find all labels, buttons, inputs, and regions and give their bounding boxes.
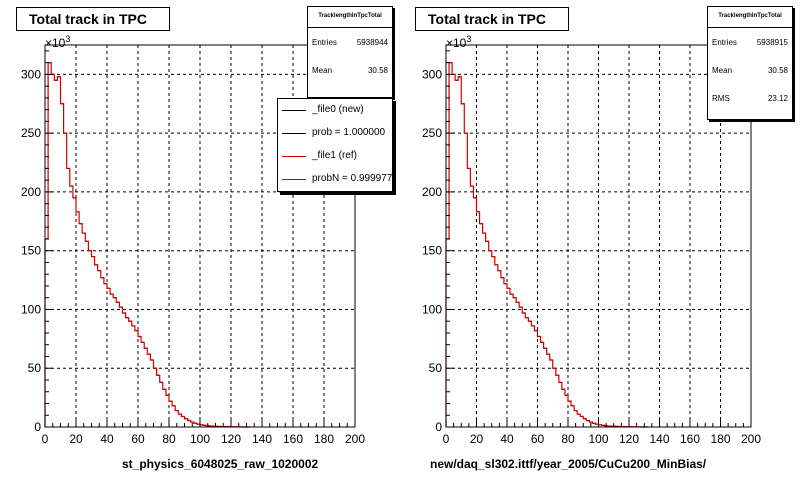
left-chart-title: Total track in TPC xyxy=(16,7,170,31)
right-stats-rms-value: 23.12 xyxy=(767,93,788,103)
legend-label-probn: probN = 0.999977 xyxy=(312,173,393,184)
legend-swatch-prob xyxy=(282,133,306,134)
right-y-exponent-power: 3 xyxy=(466,34,472,44)
right-x-caption: new/daq_sl302.ittf/year_2005/CuCu200_Min… xyxy=(430,457,707,471)
x-tick-label: 0 xyxy=(42,432,49,446)
left-stats-entries-value: 5938944 xyxy=(356,37,388,47)
left-stats-entries-row: Entries 5938944 xyxy=(308,28,392,56)
x-tick-label: 20 xyxy=(470,432,484,446)
y-tick-label: 200 xyxy=(422,185,442,199)
right-y-exponent: ×103 xyxy=(446,34,471,50)
legend-swatch-file0 xyxy=(282,110,306,111)
x-tick-label: 160 xyxy=(283,432,303,446)
x-tick-label: 120 xyxy=(619,432,639,446)
legend-entry-probn: probN = 0.999977 xyxy=(278,168,392,191)
right-chart-title: Total track in TPC xyxy=(415,7,569,31)
left-stats-mean-label: Mean xyxy=(312,65,333,75)
right-stats-mean-label: Mean xyxy=(712,65,733,75)
x-tick-label: 140 xyxy=(252,432,272,446)
left-stats-entries-label: Entries xyxy=(312,37,337,47)
right-stats-entries-row: Entries 5938915 xyxy=(708,28,792,56)
y-tick-label: 250 xyxy=(422,126,442,140)
x-tick-label: 120 xyxy=(221,432,241,446)
right-stats-rms-row: RMS 23.12 xyxy=(708,84,792,112)
right-stats-name: TracklengthInTpcTotal xyxy=(708,7,792,28)
right-stats-box: TracklengthInTpcTotal Entries 5938915 Me… xyxy=(707,6,793,120)
legend-entry-file0: _file0 (new) xyxy=(278,99,392,122)
legend-label-file0: _file0 (new) xyxy=(312,104,364,115)
legend-entry-prob: prob = 1.000000 xyxy=(278,122,392,145)
y-tick-label: 300 xyxy=(21,67,41,81)
left-legend: _file0 (new) prob = 1.000000 _file1 (ref… xyxy=(277,98,393,192)
right-plot: 0 20 40 60 80 100 120 140 160 180 200 0 50 100 150 200 2… xyxy=(422,44,761,446)
left-stats-mean-value: 30.58 xyxy=(367,65,388,75)
legend-swatch-probn xyxy=(282,179,306,180)
x-tick-label: 140 xyxy=(649,432,669,446)
x-tick-label: 180 xyxy=(314,432,334,446)
y-tick-label: 50 xyxy=(429,361,443,375)
x-tick-label: 60 xyxy=(131,432,145,446)
x-tick-label: 200 xyxy=(345,432,365,446)
legend-label-file1: _file1 (ref) xyxy=(312,150,358,161)
x-tick-label: 180 xyxy=(710,432,730,446)
right-stats-mean-value: 30.58 xyxy=(767,65,788,75)
x-tick-label: 160 xyxy=(680,432,700,446)
y-tick-label: 100 xyxy=(21,302,41,316)
y-tick-label: 150 xyxy=(422,244,442,258)
y-tick-label: 0 xyxy=(34,420,41,434)
legend-swatch-file1 xyxy=(282,156,306,157)
x-tick-label: 60 xyxy=(531,432,545,446)
x-tick-label: 20 xyxy=(69,432,83,446)
y-tick-label: 100 xyxy=(422,302,442,316)
left-y-exponent-base: ×10 xyxy=(45,36,66,50)
right-stats-rms-label: RMS xyxy=(712,93,730,103)
left-y-exponent: ×103 xyxy=(45,34,70,50)
x-tick-label: 100 xyxy=(588,432,608,446)
x-tick-label: 0 xyxy=(443,432,450,446)
left-stats-name: TracklengthInTpcTotal xyxy=(308,7,392,28)
y-tick-label: 0 xyxy=(435,420,442,434)
right-stats-entries-value: 5938915 xyxy=(756,37,788,47)
x-tick-label: 80 xyxy=(561,432,575,446)
x-tick-label: 100 xyxy=(190,432,210,446)
left-stats-mean-row: Mean 30.58 xyxy=(308,56,392,84)
left-y-exponent-power: 3 xyxy=(65,34,71,44)
x-tick-label: 40 xyxy=(100,432,114,446)
right-stats-entries-label: Entries xyxy=(712,37,737,47)
y-tick-label: 150 xyxy=(21,244,41,258)
x-tick-label: 40 xyxy=(500,432,514,446)
y-tick-label: 250 xyxy=(21,126,41,140)
x-tick-label: 200 xyxy=(741,432,761,446)
left-stats-box: TracklengthInTpcTotal Entries 5938944 Me… xyxy=(307,6,393,98)
right-y-exponent-base: ×10 xyxy=(446,36,467,50)
legend-entry-file1: _file1 (ref) xyxy=(278,145,392,168)
legend-label-prob: prob = 1.000000 xyxy=(312,127,386,138)
right-stats-mean-row: Mean 30.58 xyxy=(708,56,792,84)
left-x-caption: st_physics_6048025_raw_1020002 xyxy=(122,457,319,471)
y-tick-label: 200 xyxy=(21,185,41,199)
x-tick-label: 80 xyxy=(162,432,176,446)
y-tick-label: 50 xyxy=(28,361,42,375)
y-tick-label: 300 xyxy=(422,67,442,81)
